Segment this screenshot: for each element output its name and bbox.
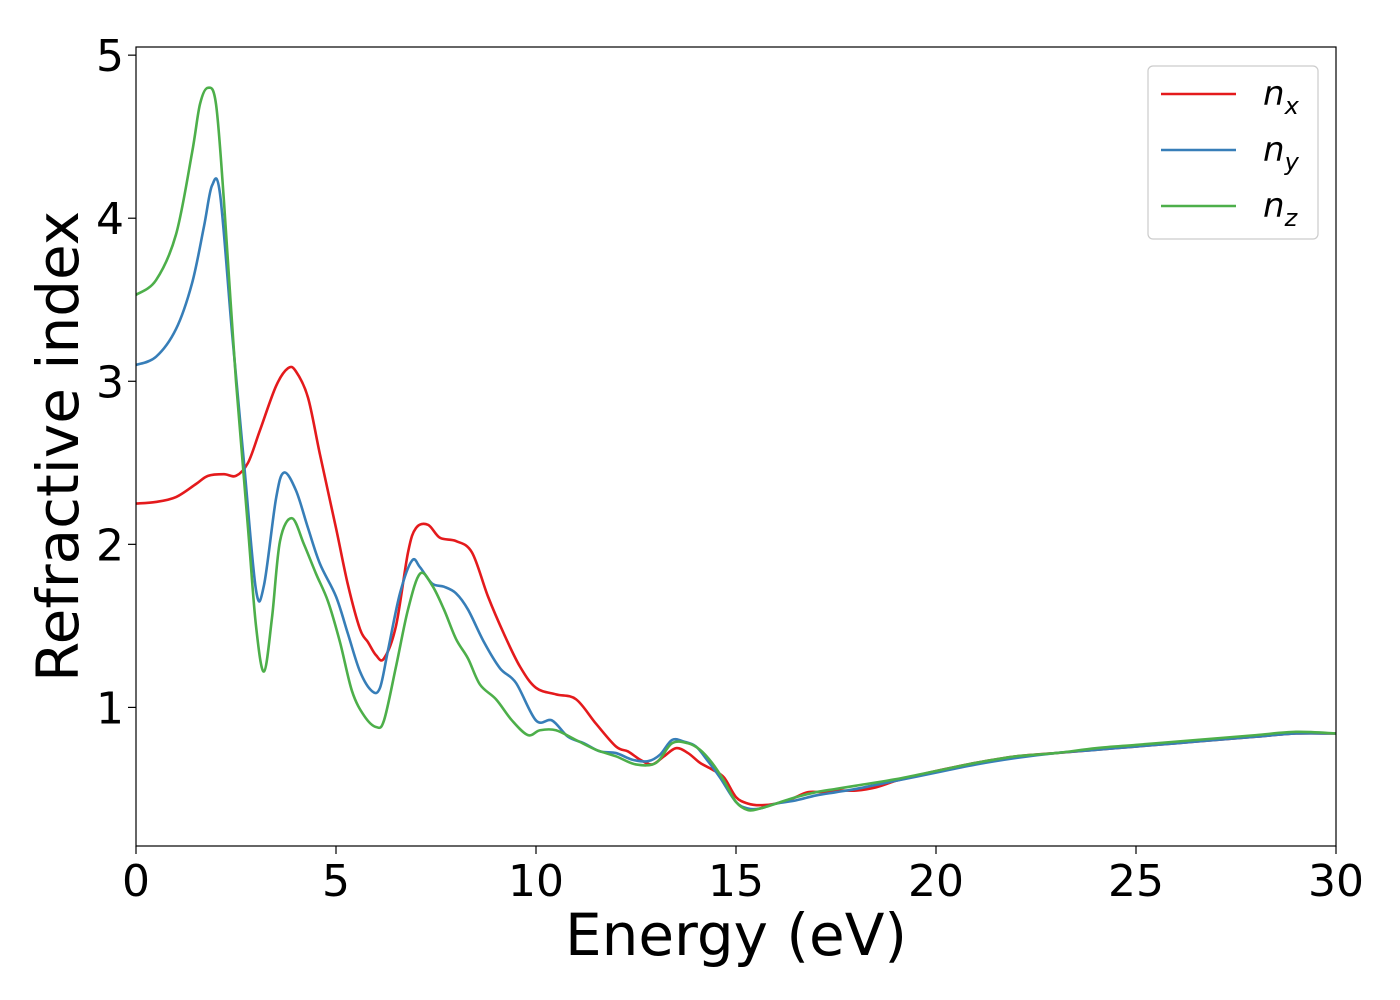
y-tick-label: 4 — [96, 194, 124, 245]
legend-label-z: nz — [1263, 186, 1299, 232]
x-axis-title: Energy (eV) — [565, 901, 907, 969]
series-line-x — [136, 365, 1336, 807]
y-tick-label: 2 — [96, 520, 124, 571]
legend-label-x: nx — [1263, 74, 1300, 120]
legend-box — [1147, 65, 1319, 240]
plot-lines — [136, 86, 1336, 812]
x-tick-label: 30 — [1308, 856, 1364, 907]
x-tick-label: 20 — [908, 856, 964, 907]
x-tick-label: 5 — [322, 856, 350, 907]
y-tick-label: 3 — [96, 357, 124, 408]
y-axis: 1 2 3 4 5 — [96, 31, 136, 734]
y-tick-label: 1 — [96, 683, 124, 734]
y-axis-title: Refractive index — [24, 211, 92, 682]
series-line-y — [136, 177, 1336, 811]
legend: nx ny nz — [1147, 65, 1319, 240]
y-tick-label: 5 — [96, 31, 124, 82]
x-tick-label: 10 — [508, 856, 564, 907]
x-axis: 0 5 10 15 20 25 30 — [122, 846, 1364, 907]
legend-label-y: ny — [1263, 130, 1300, 176]
x-tick-label: 15 — [708, 856, 764, 907]
series-line-z — [136, 86, 1336, 812]
x-tick-label: 25 — [1108, 856, 1164, 907]
x-tick-label: 0 — [122, 856, 150, 907]
